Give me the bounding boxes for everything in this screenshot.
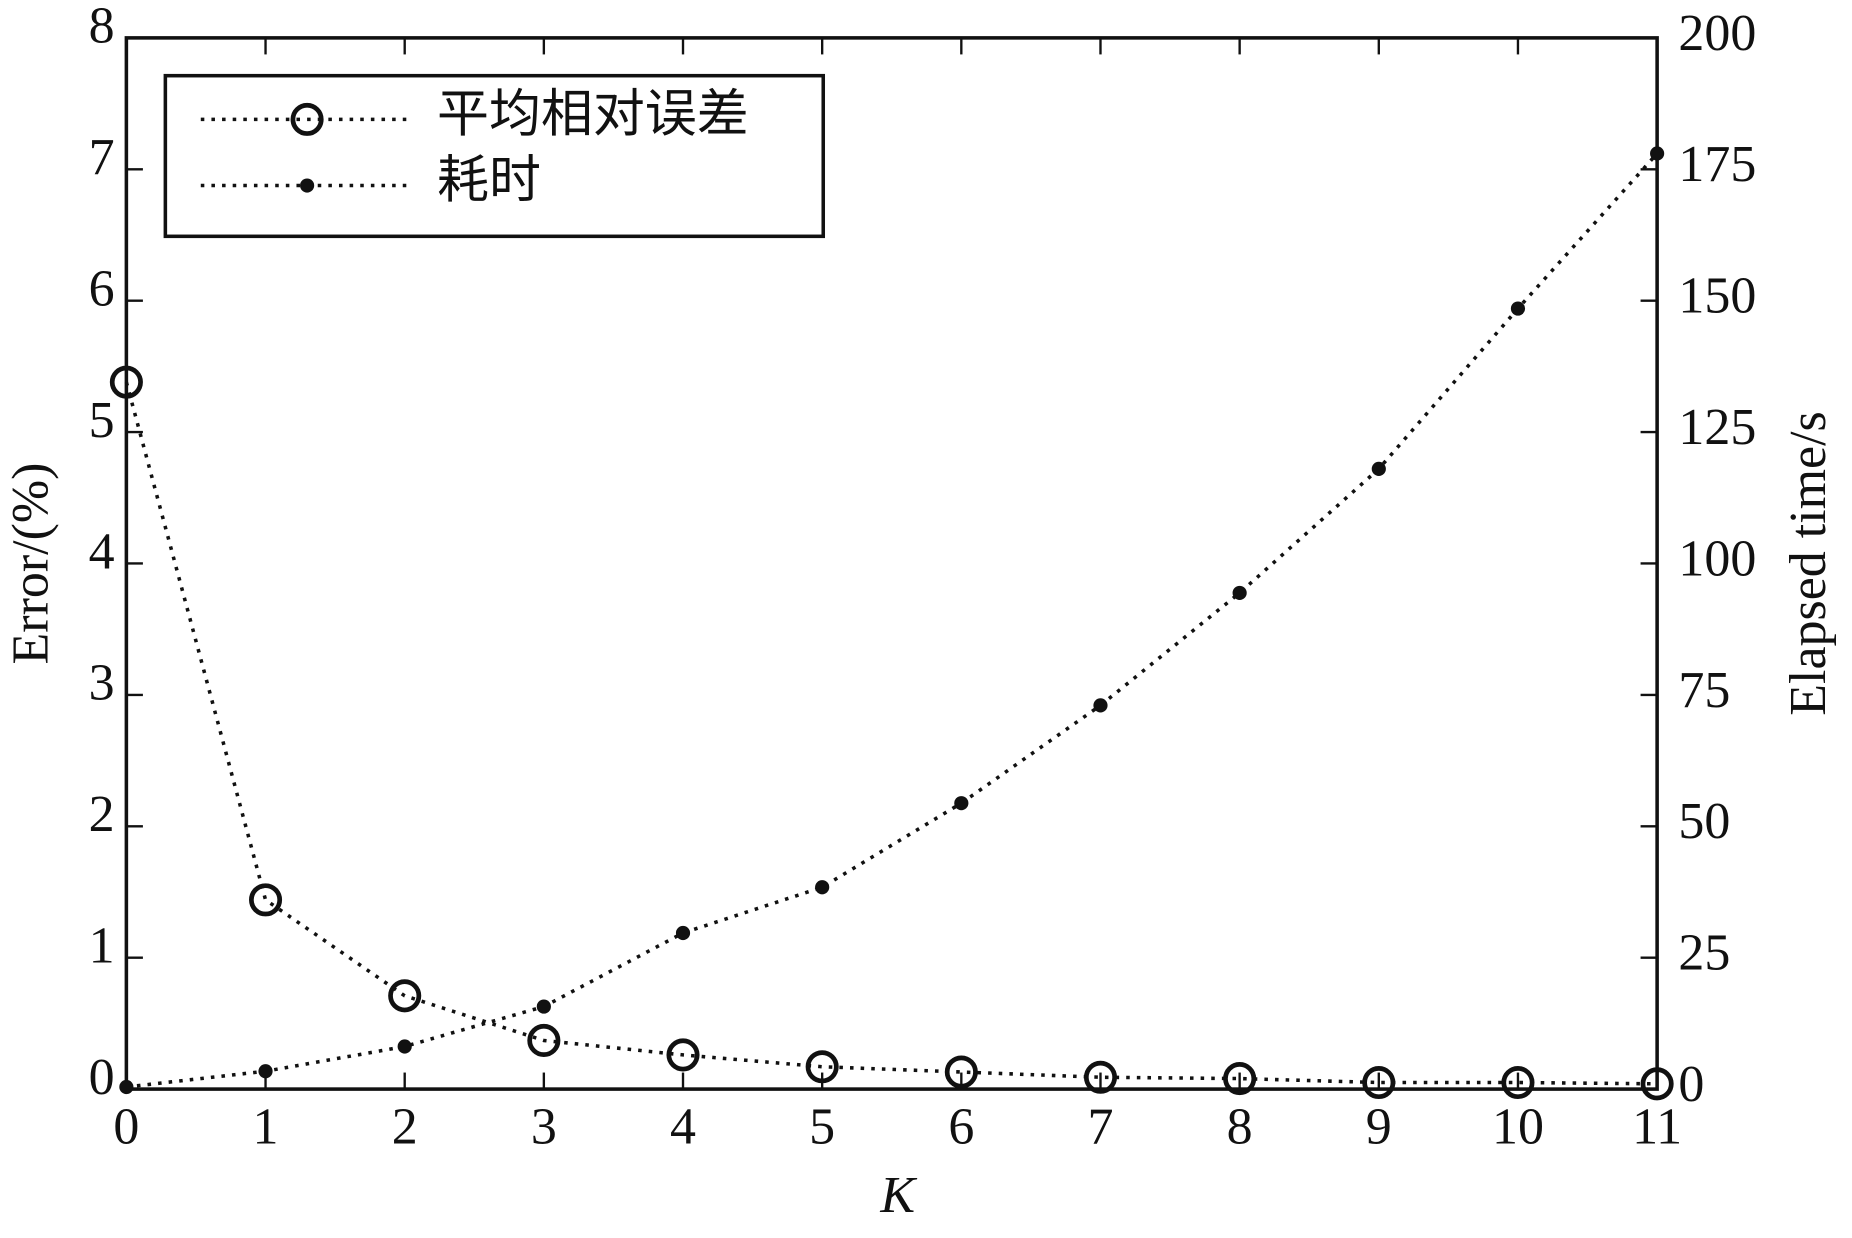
y2-tick-label: 125 (1678, 399, 1756, 456)
data-point (536, 999, 551, 1014)
y2-tick-label: 0 (1678, 1056, 1704, 1113)
legend-marker (300, 178, 315, 193)
x-tick-label: 6 (948, 1099, 974, 1156)
data-point (954, 796, 969, 811)
data-point (1501, 1065, 1535, 1100)
x-tick-label: 5 (809, 1099, 835, 1156)
y-tick-label: 6 (89, 261, 115, 318)
data-point (1223, 1062, 1257, 1096)
data-point (1232, 585, 1247, 601)
y-tick-label: 1 (89, 918, 115, 975)
data-point (1510, 301, 1526, 316)
data-point (805, 1050, 839, 1084)
x-axis-label: K (879, 1167, 917, 1224)
data-point (1083, 1060, 1118, 1094)
y2-tick-label: 175 (1678, 136, 1756, 193)
y-tick-label: 3 (89, 655, 115, 712)
y-tick-label: 2 (89, 786, 115, 843)
x-tick-label: 9 (1366, 1099, 1392, 1156)
x-tick-label: 3 (531, 1099, 557, 1156)
data-point (258, 1064, 273, 1079)
legend-label: 耗时 (437, 152, 541, 209)
series-line (126, 152, 1659, 1089)
y-tick-label: 8 (89, 0, 115, 55)
data-point (249, 883, 283, 917)
y2-tick-label: 25 (1678, 925, 1730, 982)
x-tick-label: 8 (1227, 1099, 1253, 1156)
x-tick-label: 7 (1087, 1099, 1113, 1156)
data-point (1093, 698, 1108, 713)
y2-tick-label: 100 (1678, 530, 1756, 587)
data-point (109, 365, 143, 399)
series-line (124, 381, 1658, 1086)
data-point (675, 925, 691, 941)
data-point (666, 1038, 700, 1072)
legend-marker (290, 102, 324, 136)
x-tick-label: 0 (113, 1099, 139, 1156)
legend-box (163, 73, 826, 239)
data-point (388, 979, 422, 1013)
y2-tick-label: 150 (1678, 268, 1756, 325)
y2-axis-label: Elapsed time/s (1780, 411, 1837, 715)
x-tick-label: 11 (1632, 1099, 1682, 1156)
y-axis-label: Error/(%) (2, 463, 59, 665)
data-point (1371, 461, 1386, 476)
data-point (1362, 1065, 1396, 1100)
data-point (944, 1055, 978, 1089)
y-tick-label: 4 (89, 523, 115, 580)
x-tick-label: 10 (1492, 1099, 1544, 1156)
legend-label: 平均相对误差 (437, 86, 749, 143)
x-tick-label: 4 (670, 1099, 696, 1156)
y2-tick-label: 200 (1678, 5, 1756, 62)
y-tick-label: 5 (89, 392, 115, 449)
data-point (1640, 1067, 1674, 1101)
x-tick-label: 1 (253, 1099, 279, 1156)
x-tick-label: 2 (392, 1099, 418, 1156)
data-point (119, 1079, 134, 1095)
y-tick-label: 7 (89, 129, 115, 186)
data-point (527, 1023, 561, 1058)
data-point (397, 1039, 412, 1054)
data-point (815, 880, 830, 895)
y2-tick-label: 75 (1678, 662, 1730, 719)
data-point (1650, 146, 1665, 161)
y2-tick-label: 50 (1678, 793, 1730, 850)
y-tick-label: 0 (89, 1049, 115, 1106)
